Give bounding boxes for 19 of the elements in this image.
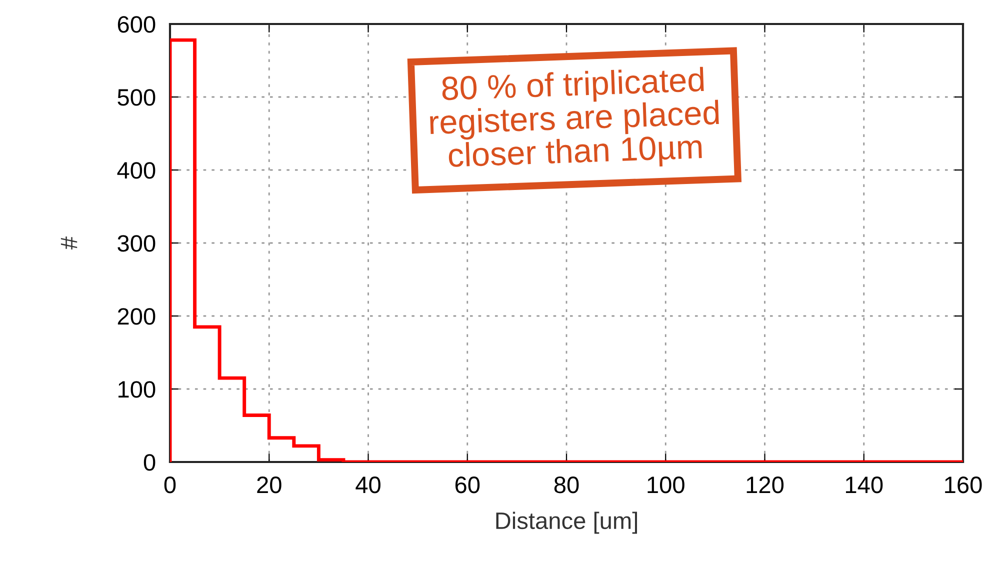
x-tick-label: 20: [257, 476, 282, 494]
y-tick-label: 200: [118, 308, 156, 325]
y-tick-label: 600: [118, 16, 156, 33]
y-tick-label: 400: [117, 162, 156, 179]
y-tick-label: 300: [118, 235, 156, 252]
y-tick-label: 500: [118, 89, 156, 106]
y-tick-label: 0: [144, 454, 156, 471]
y-axis-title: #: [60, 236, 78, 250]
x-tick-label: 40: [356, 476, 380, 494]
x-axis-title: Distance [um]: [496, 512, 637, 534]
x-tick-label: 160: [945, 476, 982, 494]
x-tick-label: 80: [554, 476, 579, 494]
x-tick-label: 140: [846, 476, 883, 494]
y-tick-label: 100: [118, 381, 156, 398]
x-tick-label: 100: [648, 476, 684, 494]
x-tick-label: 120: [746, 476, 784, 494]
annotation: 80 % of triplicated registers are placed closer than 10µm: [430, 66, 720, 174]
x-tick-label: 60: [455, 476, 480, 494]
x-tick-label: 0: [164, 476, 176, 494]
